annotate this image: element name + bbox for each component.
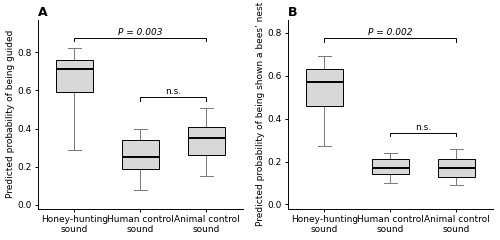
- Text: n.s.: n.s.: [416, 123, 432, 132]
- Bar: [122, 140, 159, 169]
- Y-axis label: Predicted probability of being guided: Predicted probability of being guided: [6, 30, 15, 198]
- Bar: [438, 159, 475, 177]
- Text: P = 0.002: P = 0.002: [368, 28, 412, 37]
- Text: B: B: [288, 6, 298, 18]
- Bar: [56, 60, 93, 92]
- Bar: [188, 127, 225, 155]
- Text: P = 0.003: P = 0.003: [118, 28, 162, 37]
- Text: A: A: [38, 6, 48, 18]
- Bar: [306, 69, 343, 106]
- Y-axis label: Predicted probability of being shown a bees’ nest: Predicted probability of being shown a b…: [256, 2, 264, 226]
- Bar: [372, 159, 409, 174]
- Text: n.s.: n.s.: [166, 87, 182, 96]
